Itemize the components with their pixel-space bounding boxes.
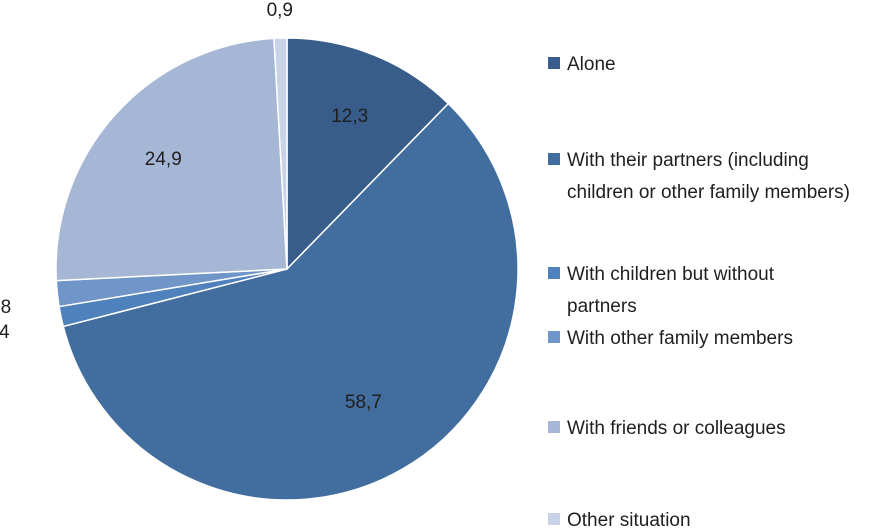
legend-item-with-friends-or-colleagues: With friends or colleagues	[548, 418, 786, 439]
legend-swatch-with-their-partners-including-children-or-other-family-members	[548, 153, 560, 165]
legend-label-line: With children but without	[567, 264, 775, 285]
legend-label-line: children or other family members)	[567, 182, 850, 203]
slice-with-their-partners-including-children-or-other-family-members	[62, 102, 519, 501]
data-label-other-situation: 0,9	[267, 0, 293, 21]
legend-swatch-with-other-family-members	[548, 331, 560, 343]
slice-alone	[286, 37, 450, 271]
data-label-with-friends-or-colleagues: 24,9	[145, 149, 182, 170]
pie-slices	[55, 37, 519, 501]
legend-swatch-with-friends-or-colleagues	[548, 421, 560, 433]
legend-item-alone: Alone	[548, 54, 616, 75]
legend-label-with-children-but-without-partners: With children but without partners	[567, 264, 775, 317]
legend-item-other-situation: Other situation	[548, 510, 691, 529]
legend-item-with-children-but-without-partners: With children but without partners	[548, 264, 775, 317]
slice-other-situation	[273, 37, 288, 270]
legend-swatch-other-situation	[548, 513, 560, 525]
data-label-with-other-family-members: 1,8	[0, 297, 11, 318]
legend-label-line: Other situation	[567, 510, 691, 529]
legend-label-line: With their partners (including	[567, 150, 809, 171]
data-label-with-their-partners-including-children-or-other-family-members: 58,7	[345, 392, 382, 413]
data-label-alone: 12,3	[331, 106, 368, 127]
legend-label-line: With other family members	[567, 328, 793, 349]
data-labels: 12,3 58,7 1,4 1,8 24,9 0,9	[0, 0, 382, 413]
legend-label-line: partners	[567, 296, 637, 317]
legend-swatch-alone	[548, 57, 560, 69]
slice-with-friends-or-colleagues	[55, 37, 288, 282]
legend-item-with-their-partners-including-children-or-other-family-members: With their partners (including children o…	[548, 150, 850, 203]
legend-label-with-friends-or-colleagues: With friends or colleagues	[567, 418, 786, 439]
legend-label-line: Alone	[567, 54, 616, 75]
legend-label-line: With friends or colleagues	[567, 418, 786, 439]
legend-label-with-other-family-members: With other family members	[567, 328, 793, 349]
legend-swatch-with-children-but-without-partners	[548, 267, 560, 279]
legend-label-other-situation: Other situation	[567, 510, 691, 529]
legend-label-with-their-partners-including-children-or-other-family-members: With their partners (including children o…	[567, 150, 850, 203]
legend: Alone With their partners (including child…	[548, 54, 850, 529]
legend-label-alone: Alone	[567, 54, 616, 75]
data-label-with-children-but-without-partners: 1,4	[0, 322, 10, 343]
legend-item-with-other-family-members: With other family members	[548, 328, 793, 349]
